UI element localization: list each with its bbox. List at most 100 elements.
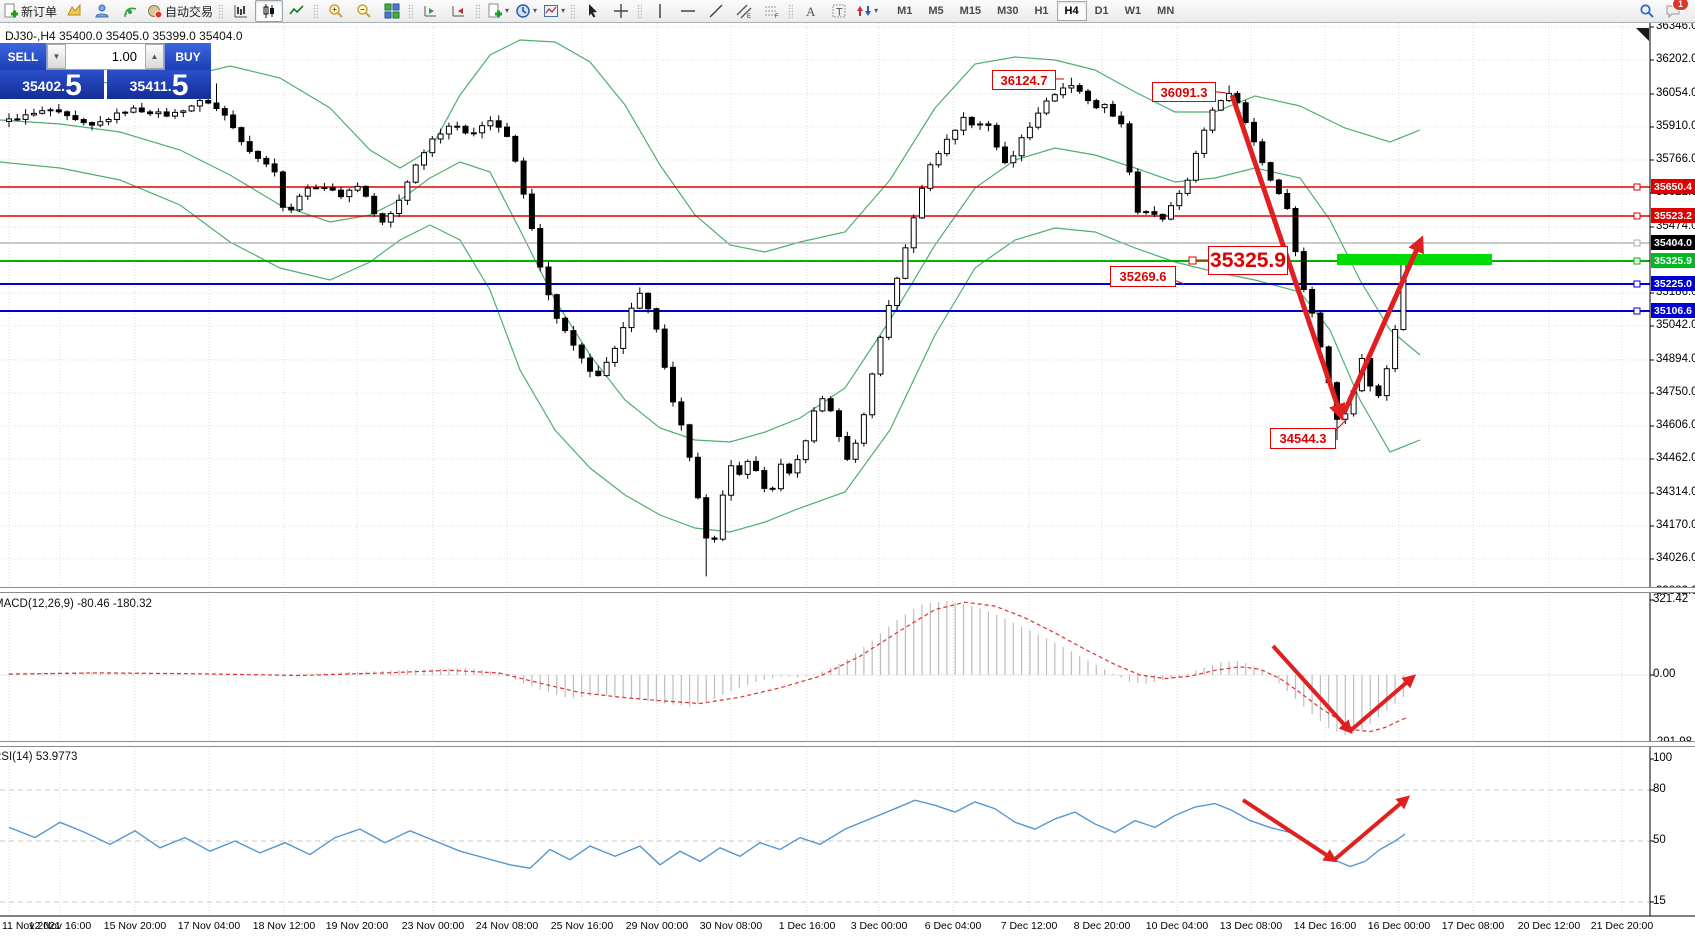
timeframe-h1-button[interactable]: H1 [1034, 5, 1049, 17]
annotation-36124.7[interactable]: 36124.7 [992, 70, 1056, 90]
zoom-out-button[interactable] [350, 0, 378, 22]
fibonacci-button[interactable]: F [758, 0, 786, 22]
timeframe-m15-button[interactable]: M15 [959, 5, 982, 17]
hline-icon [681, 10, 696, 12]
tile-icon [384, 3, 400, 19]
timeframe-d1-button[interactable]: D1 [1094, 5, 1109, 17]
equidistant-channel-button[interactable]: E [730, 0, 758, 22]
crosshair-button[interactable] [607, 0, 635, 22]
vertical-line-button[interactable] [646, 0, 674, 22]
zoom-in-button[interactable] [322, 0, 350, 22]
cursor-button[interactable] [579, 0, 607, 22]
fibo-icon: F [765, 6, 779, 19]
svg-text:E: E [747, 14, 751, 19]
annotation-35325.9[interactable]: 35325.9 [1208, 246, 1288, 275]
annotation-36091.3[interactable]: 36091.3 [1152, 82, 1216, 102]
timeframe-m1-button[interactable]: M1 [897, 5, 913, 17]
chevron-down-icon[interactable]: ▾ [561, 6, 566, 15]
rsi-trend-arrow[interactable] [1332, 795, 1411, 862]
chart-shift-button[interactable] [445, 0, 473, 22]
buy-price-main: 35411. [129, 78, 172, 94]
notifications-button[interactable]: 1 [1665, 0, 1689, 19]
horizontal-line-button[interactable] [674, 0, 702, 22]
sell-button[interactable]: SELL [0, 43, 46, 70]
svg-text:T: T [836, 7, 843, 19]
search-icon[interactable] [1639, 3, 1655, 19]
timeframe-h4-button[interactable]: H4 [1056, 1, 1087, 21]
buy-price-big-digit: 5 [171, 70, 189, 100]
text-button[interactable]: A [797, 0, 825, 22]
macd-trend-arrow[interactable] [1348, 674, 1417, 733]
textA-icon: A [806, 4, 816, 19]
annotation-35269.6[interactable]: 35269.6 [1110, 266, 1176, 287]
level-line-handle[interactable] [1633, 280, 1641, 288]
toolbar-grip [475, 3, 481, 19]
svg-text:A: A [806, 4, 816, 19]
macd-trend-arrow[interactable] [1271, 644, 1353, 735]
panel-separator-rsi[interactable] [0, 741, 1695, 747]
timeframe-m30-button[interactable]: M30 [997, 5, 1019, 17]
buy-price[interactable]: 35411. 5 [107, 70, 211, 99]
new-order-button[interactable]: 新订单 [0, 0, 60, 22]
bar-chart-button[interactable] [227, 0, 255, 22]
chevron-down-icon[interactable]: ▾ [874, 6, 879, 15]
rsi-trend-arrow[interactable] [1241, 798, 1338, 863]
main-chart-layer [0, 23, 1650, 590]
auto-scroll-button[interactable] [417, 0, 445, 22]
tile-windows-button[interactable] [378, 0, 406, 22]
periods-button[interactable]: ▾ [512, 0, 540, 22]
rsi-line [8, 799, 1406, 869]
autotrading-button[interactable]: 自动交易 [144, 0, 216, 22]
annotation-34544.3[interactable]: 34544.3 [1270, 428, 1336, 449]
channel-icon: E [736, 4, 752, 19]
profile-button[interactable] [88, 0, 116, 22]
templates-icon [544, 5, 559, 17]
indicators-button[interactable]: ▾ [484, 0, 512, 22]
macd-signal-line [8, 601, 1409, 733]
svg-text:F: F [775, 14, 779, 19]
templates-button[interactable]: ▾ [540, 0, 568, 22]
timeframe-w1-button[interactable]: W1 [1124, 5, 1142, 17]
rsi-layer [0, 748, 1650, 915]
trend-arrow[interactable] [1341, 235, 1424, 415]
indicators-icon [488, 3, 503, 18]
timeframe-m5-button[interactable]: M5 [928, 5, 944, 17]
level-line-handle[interactable] [1633, 257, 1641, 265]
volume-value[interactable]: 1.00 [111, 49, 137, 64]
level-line-handle[interactable] [1633, 239, 1641, 247]
band-upper [0, 39, 1421, 253]
text-label-button[interactable]: T [825, 0, 853, 22]
profile-icon [95, 4, 109, 18]
level-line-handle[interactable] [1633, 307, 1641, 315]
chevron-down-icon[interactable]: ▾ [533, 6, 538, 15]
panel-separator-macd[interactable] [0, 587, 1695, 593]
chevron-down-icon[interactable]: ▾ [505, 6, 510, 15]
toolbar-grip [788, 3, 794, 19]
volume-stepper[interactable]: ▼ 1.00 ▲ [46, 43, 165, 70]
one-click-trading-panel: SELL ▼ 1.00 ▲ BUY 35402. 5 35411. 5 [0, 43, 211, 99]
annotation-connector [1333, 417, 1349, 433]
volume-decrease-button[interactable]: ▼ [47, 44, 66, 69]
line-chart-button[interactable] [283, 0, 311, 22]
candlestick-chart-button[interactable] [255, 0, 284, 22]
toolbar-grip [570, 3, 576, 19]
chart-window-icon [67, 3, 81, 16]
level-line-handle[interactable] [1633, 212, 1641, 220]
periods-icon [516, 4, 530, 18]
sell-price[interactable]: 35402. 5 [0, 70, 104, 99]
timeframe-mn-button[interactable]: MN [1157, 5, 1175, 17]
band-middle [0, 119, 1421, 443]
buy-button[interactable]: BUY [165, 43, 211, 70]
zoom-in-icon [329, 4, 343, 18]
signals-icon [124, 7, 137, 18]
trendline-button[interactable] [702, 0, 730, 22]
chart-window-button[interactable] [60, 0, 88, 22]
level-line-handle[interactable] [1633, 183, 1641, 191]
cursor-icon [589, 4, 598, 18]
sell-price-main: 35402. [22, 78, 66, 94]
arrows-button[interactable]: ▾ [853, 0, 881, 22]
signals-button[interactable] [116, 0, 144, 22]
volume-increase-button[interactable]: ▲ [145, 44, 164, 69]
